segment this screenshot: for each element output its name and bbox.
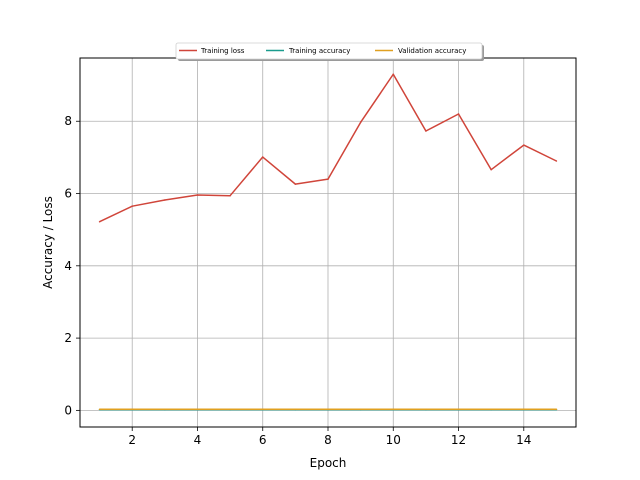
data-point-training-loss — [359, 121, 362, 124]
y-tick-label: 6 — [64, 187, 72, 201]
data-point-training-loss — [98, 220, 101, 223]
series-lines — [98, 73, 558, 411]
data-point-training-loss — [327, 178, 329, 180]
y-tick-label: 8 — [64, 114, 72, 128]
grid-lines — [80, 58, 576, 427]
data-point-validation-accuracy — [98, 408, 101, 411]
data-point-training-loss — [131, 205, 133, 207]
data-point-training-loss — [229, 194, 231, 197]
data-point-training-loss — [294, 183, 297, 185]
data-point-training-loss — [164, 199, 166, 201]
data-point-training-loss — [457, 113, 460, 115]
data-point-validation-accuracy — [294, 408, 297, 411]
data-point-validation-accuracy — [490, 408, 492, 411]
data-point-training-loss — [490, 168, 492, 171]
x-axis-label: Epoch — [310, 456, 347, 470]
y-axis-label: Accuracy / Loss — [41, 196, 55, 289]
x-tick-label: 4 — [194, 433, 202, 447]
data-point-training-loss — [196, 194, 199, 196]
y-tick-label: 0 — [64, 403, 72, 417]
data-point-validation-accuracy — [392, 408, 395, 411]
x-tick-label: 12 — [451, 433, 466, 447]
data-point-validation-accuracy — [327, 408, 329, 411]
data-point-validation-accuracy — [131, 408, 133, 411]
data-point-validation-accuracy — [261, 408, 264, 411]
data-point-validation-accuracy — [359, 408, 362, 411]
data-point-training-loss — [523, 144, 525, 146]
axis-ticks: 2 4 6 8 10 12 14 0 2 4 6 8 — [64, 114, 531, 447]
y-tick-label: 4 — [64, 259, 72, 273]
legend-label-training-loss: Training loss — [200, 47, 245, 55]
x-tick-label: 2 — [128, 433, 136, 447]
data-point-training-loss — [392, 73, 395, 76]
x-tick-label: 8 — [324, 433, 332, 447]
legend-label-validation-accuracy: Validation accuracy — [398, 47, 466, 55]
legend: Training loss Training accuracy Validati… — [175, 42, 484, 61]
y-tick-label: 2 — [64, 331, 72, 345]
x-tick-label: 10 — [386, 433, 401, 447]
data-point-validation-accuracy — [229, 408, 231, 411]
data-point-validation-accuracy — [164, 408, 166, 411]
data-point-validation-accuracy — [196, 408, 199, 411]
x-tick-label: 14 — [516, 433, 531, 447]
x-tick-label: 6 — [259, 433, 267, 447]
legend-box — [175, 42, 483, 60]
data-point-training-loss — [425, 130, 427, 132]
data-point-validation-accuracy — [457, 408, 460, 411]
data-point-validation-accuracy — [555, 408, 558, 411]
legend-label-training-accuracy: Training accuracy — [288, 47, 350, 55]
data-point-training-loss — [555, 160, 558, 162]
data-point-validation-accuracy — [523, 408, 525, 411]
data-point-validation-accuracy — [425, 408, 427, 411]
data-point-training-loss — [261, 156, 264, 158]
